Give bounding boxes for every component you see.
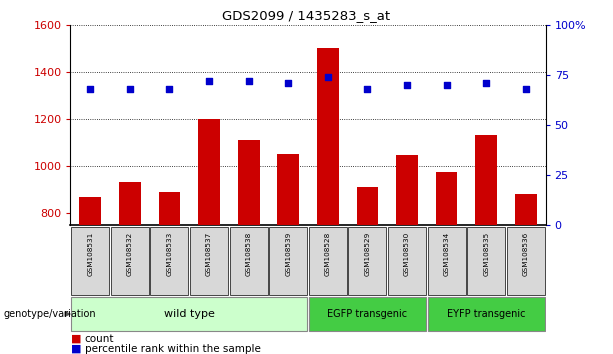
Point <box>481 80 491 86</box>
Bar <box>357 187 378 225</box>
FancyBboxPatch shape <box>428 297 545 331</box>
Bar <box>475 135 497 225</box>
Text: GSM108532: GSM108532 <box>127 232 133 276</box>
Bar <box>198 119 220 225</box>
Text: EGFP transgenic: EGFP transgenic <box>327 309 408 319</box>
Text: EYFP transgenic: EYFP transgenic <box>447 309 525 319</box>
Point <box>164 86 174 92</box>
Bar <box>277 154 299 225</box>
Point <box>442 82 452 88</box>
Point <box>402 82 412 88</box>
FancyBboxPatch shape <box>467 227 505 295</box>
Text: GSM108530: GSM108530 <box>404 232 410 276</box>
FancyBboxPatch shape <box>71 227 109 295</box>
Bar <box>238 140 259 225</box>
FancyBboxPatch shape <box>71 297 307 331</box>
FancyBboxPatch shape <box>230 227 268 295</box>
Text: GSM108535: GSM108535 <box>483 232 489 276</box>
FancyBboxPatch shape <box>388 227 426 295</box>
Text: count: count <box>85 334 114 344</box>
Point <box>362 86 372 92</box>
Point <box>204 78 214 84</box>
Text: GSM108534: GSM108534 <box>444 232 449 276</box>
Text: GSM108533: GSM108533 <box>167 232 172 276</box>
Text: GDS2099 / 1435283_s_at: GDS2099 / 1435283_s_at <box>223 9 390 22</box>
FancyBboxPatch shape <box>111 227 149 295</box>
FancyBboxPatch shape <box>269 227 307 295</box>
Bar <box>159 192 180 225</box>
FancyBboxPatch shape <box>428 227 466 295</box>
Bar <box>80 196 101 225</box>
Text: GSM108536: GSM108536 <box>523 232 529 276</box>
Bar <box>396 155 418 225</box>
Bar <box>119 182 141 225</box>
FancyBboxPatch shape <box>348 227 386 295</box>
Text: ■: ■ <box>70 344 81 354</box>
Text: GSM108538: GSM108538 <box>246 232 252 276</box>
Text: GSM108529: GSM108529 <box>364 232 370 276</box>
Point <box>85 86 95 92</box>
Text: genotype/variation: genotype/variation <box>3 309 96 319</box>
FancyBboxPatch shape <box>309 297 426 331</box>
Text: GSM108539: GSM108539 <box>285 232 291 276</box>
Point <box>521 86 531 92</box>
FancyBboxPatch shape <box>190 227 228 295</box>
Point <box>244 78 254 84</box>
Text: percentile rank within the sample: percentile rank within the sample <box>85 344 261 354</box>
Text: ■: ■ <box>70 334 81 344</box>
Point <box>323 74 333 80</box>
Bar <box>436 172 457 225</box>
Point <box>283 80 293 86</box>
Bar <box>317 48 339 225</box>
Text: GSM108528: GSM108528 <box>325 232 331 276</box>
Text: GSM108537: GSM108537 <box>206 232 212 276</box>
FancyBboxPatch shape <box>150 227 188 295</box>
FancyBboxPatch shape <box>507 227 545 295</box>
FancyBboxPatch shape <box>309 227 347 295</box>
Point <box>125 86 135 92</box>
Text: GSM108531: GSM108531 <box>87 232 93 276</box>
Bar <box>515 194 536 225</box>
Text: wild type: wild type <box>164 309 215 319</box>
